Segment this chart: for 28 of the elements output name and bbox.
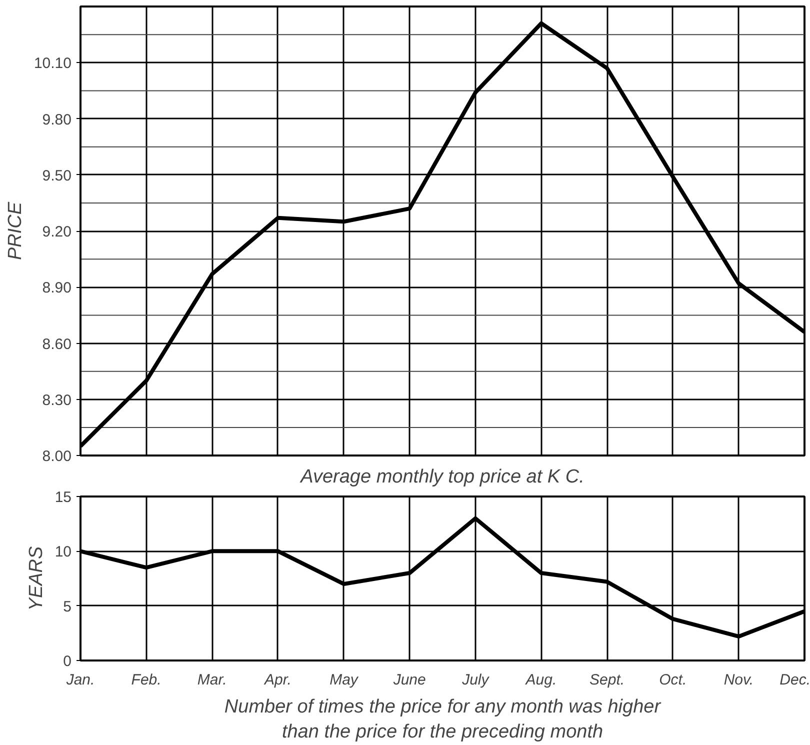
y-tick-label: 0: [63, 653, 72, 670]
x-tick-label: July: [461, 672, 490, 688]
x-tick-label: Dec.: [780, 672, 810, 688]
y-tick-label: 8.30: [42, 392, 72, 409]
x-axis-title: Number of times the price for any month was higher than the price for the preceding month: [224, 696, 662, 743]
y-axis-title: YEARS: [26, 546, 47, 611]
x-tick-label: June: [392, 672, 426, 688]
y-tick-label: 8.00: [42, 448, 72, 465]
x-tick-label: Nov.: [724, 672, 754, 688]
x-tick-label: Sept.: [590, 672, 625, 688]
x-axis-title: Average monthly top price at K C.: [300, 466, 584, 488]
y-tick-label: 5: [63, 598, 72, 616]
x-tick-label: Apr.: [263, 672, 292, 688]
y-tick-label: 9.20: [42, 224, 72, 240]
y-tick-label: 8.60: [42, 336, 72, 353]
y-tick-label: 9.80: [42, 111, 72, 128]
y-tick-label: 10.10: [34, 55, 72, 72]
y-tick-label: 9.50: [42, 167, 72, 184]
y-tick-label: 10: [54, 544, 72, 561]
x-tick-label: Jan.: [65, 672, 95, 688]
y-tick-label: 15: [54, 489, 72, 506]
y-tick-label: 8.90: [42, 280, 72, 297]
x-tick-label: Oct.: [659, 672, 687, 688]
x-tick-label: Feb.: [131, 672, 162, 688]
y-axis-title: PRICE: [4, 202, 26, 260]
x-tick-label: Mar.: [197, 672, 227, 688]
x-tick-label: Aug.: [524, 672, 557, 688]
x-tick-label: May: [330, 672, 360, 688]
